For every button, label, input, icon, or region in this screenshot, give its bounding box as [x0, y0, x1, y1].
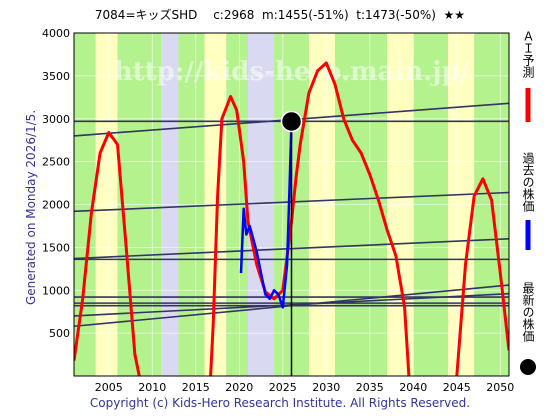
- y-tick-label: 1500: [42, 241, 70, 254]
- x-tick-label: 2030: [312, 381, 340, 394]
- x-tick-label: 2045: [443, 381, 471, 394]
- legend-past-price-label: 過去の株価: [521, 152, 535, 212]
- copyright: Copyright (c) Kids-Hero Research Institu…: [89, 396, 471, 410]
- generated-date: Generated on Monday 2026/1/5.: [24, 109, 38, 305]
- legend-latest-price-swatch: [520, 359, 536, 375]
- chart-title: 7084=キッズSHD c:2968 m:1455(-51%) t:1473(-…: [94, 8, 466, 22]
- x-tick-label: 2035: [356, 381, 384, 394]
- watermark-text: http://kids-hero.main.jp/: [114, 57, 470, 87]
- latest-price-marker: [281, 111, 302, 132]
- x-tick-label: 2020: [225, 381, 253, 394]
- forecast-line-segment-2: [455, 177, 509, 376]
- past-price-line: [239, 121, 293, 309]
- x-tick-label: 2015: [182, 381, 210, 394]
- forecast-line-segment-1: [209, 61, 411, 376]
- x-tick-label: 2005: [95, 381, 123, 394]
- legend-ai-forecast-label: ＡＩ予測: [521, 30, 535, 78]
- y-tick-label: 3000: [42, 113, 70, 126]
- x-tick-label: 2040: [399, 381, 427, 394]
- latest-price-marker-ring: [280, 110, 303, 133]
- x-tick-label: 2050: [486, 381, 514, 394]
- y-tick-label: 3500: [42, 70, 70, 83]
- legend-latest-price-label: 最新の株価: [521, 282, 535, 342]
- y-tick-label: 2500: [42, 156, 70, 169]
- y-tick-label: 4000: [42, 27, 70, 40]
- y-tick-label: 500: [49, 327, 70, 340]
- y-tick-label: 2000: [42, 199, 70, 212]
- y-tick-label: 1000: [42, 284, 70, 297]
- forecast-line-segment-0: [74, 131, 141, 376]
- x-tick-label: 2010: [138, 381, 166, 394]
- plot-frame: [73, 32, 510, 377]
- x-tick-label: 2025: [269, 381, 297, 394]
